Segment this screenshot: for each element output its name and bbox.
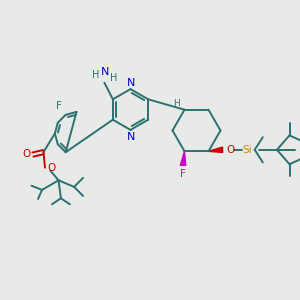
Text: Si: Si <box>242 145 252 155</box>
Text: H: H <box>174 99 180 108</box>
Text: O: O <box>226 145 235 155</box>
Polygon shape <box>208 147 223 152</box>
Text: O: O <box>47 163 56 173</box>
Text: F: F <box>56 101 62 111</box>
Text: N: N <box>127 77 135 88</box>
Text: H: H <box>92 70 100 80</box>
Text: N: N <box>101 67 109 77</box>
Text: O: O <box>22 149 31 159</box>
Text: F: F <box>180 169 186 179</box>
Polygon shape <box>180 151 186 165</box>
Text: H: H <box>110 73 117 83</box>
Text: N: N <box>127 131 135 142</box>
